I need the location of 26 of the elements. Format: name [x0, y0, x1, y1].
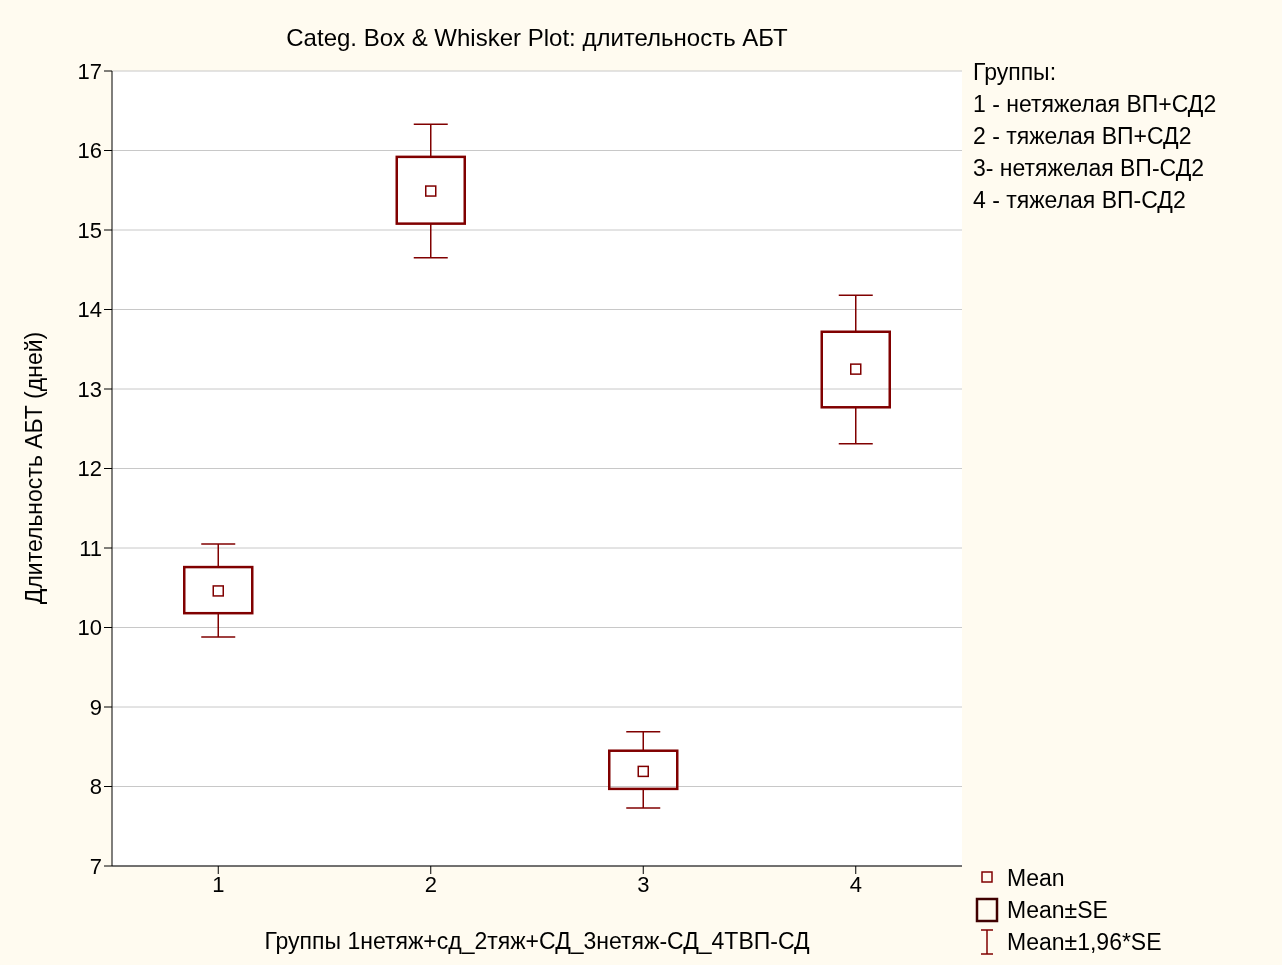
x-tick-label: 3 [637, 871, 650, 897]
text: 2 - тяжелая ВП+СД2 [973, 122, 1193, 151]
text: Группы: [973, 58, 1058, 87]
text: Mean±1,96*SE [1007, 928, 1162, 957]
y-tick-label: 14 [77, 297, 102, 323]
y-tick-label: 15 [77, 217, 102, 243]
x-axis-title: Группы 1нетяж+сд_2тяж+СД_3нетяж-СД_4ТВП-СД [263, 928, 811, 955]
y-tick-label: 17 [77, 58, 102, 84]
text: 4 - тяжелая ВП-СД2 [973, 186, 1187, 215]
y-tick-label: 13 [77, 376, 102, 402]
y-tick-label: 16 [77, 138, 102, 164]
y-tick-label: 7 [89, 853, 102, 879]
y-tick-label: 10 [77, 615, 102, 641]
y-axis-title: Длительность АБТ (дней) [20, 331, 48, 605]
x-tick-label: 1 [212, 871, 225, 897]
text: Mean [1007, 864, 1065, 893]
text: Mean±SE [1007, 896, 1108, 925]
y-tick-label: 9 [89, 694, 102, 720]
text: 3- нетяжелая ВП-СД2 [973, 154, 1206, 183]
x-tick-label: 2 [424, 871, 437, 897]
y-tick-label: 8 [89, 774, 102, 800]
y-tick-label: 11 [79, 535, 102, 561]
chart-title: Categ. Box & Whisker Plot: длительность АБТ [285, 24, 789, 52]
text: 1 - нетяжелая ВП+СД2 [973, 90, 1217, 119]
y-tick-label: 12 [77, 456, 102, 482]
x-tick-label: 4 [849, 871, 862, 897]
